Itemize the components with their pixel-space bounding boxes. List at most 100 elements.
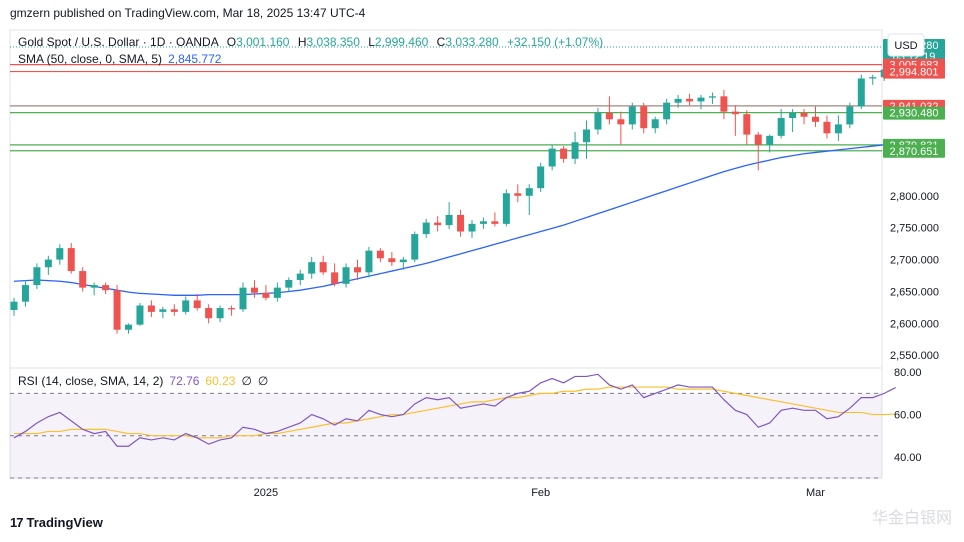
candle[interactable] (468, 220, 476, 238)
candle[interactable] (697, 95, 705, 110)
symbol-title[interactable]: Gold Spot / U.S. Dollar · 1D · OANDA (18, 35, 219, 49)
currency-button[interactable]: USD (887, 33, 925, 57)
candle[interactable] (823, 115, 831, 139)
candle[interactable] (296, 269, 304, 286)
candle-body (571, 142, 579, 159)
candle[interactable] (308, 257, 316, 279)
candle[interactable] (628, 102, 636, 130)
candle[interactable] (502, 189, 510, 227)
candle[interactable] (869, 74, 877, 85)
candle[interactable] (708, 92, 716, 104)
candle[interactable] (411, 231, 419, 263)
candle[interactable] (285, 277, 293, 292)
candle[interactable] (571, 132, 579, 164)
candle[interactable] (21, 279, 29, 307)
close-label: C (437, 35, 446, 49)
rsi-legend[interactable]: RSI (14, close, SMA, 14, 2) 72.76 60.23 ∅ ∅ (18, 374, 268, 388)
price-tick-label: 2,600.000 (890, 318, 939, 330)
candle[interactable] (273, 282, 281, 302)
candle[interactable] (640, 102, 648, 134)
candle[interactable] (113, 285, 121, 334)
candle[interactable] (766, 134, 774, 153)
candle[interactable] (743, 110, 751, 145)
rsi-ma-line[interactable] (14, 386, 896, 439)
candle[interactable] (216, 305, 224, 323)
candle[interactable] (605, 96, 613, 125)
candle[interactable] (79, 267, 87, 292)
candle[interactable] (800, 109, 808, 125)
candle[interactable] (376, 248, 384, 263)
candle[interactable] (102, 282, 110, 295)
candle[interactable] (491, 212, 499, 227)
candle[interactable] (434, 216, 442, 232)
candle[interactable] (239, 282, 247, 312)
candle[interactable] (354, 259, 361, 280)
candle-body (628, 106, 636, 125)
candle[interactable] (399, 257, 407, 270)
candle[interactable] (560, 146, 568, 163)
sma-legend[interactable]: SMA (50, close, 0, SMA, 5) 2,845.772 (18, 52, 222, 66)
candle[interactable] (67, 243, 75, 274)
candle[interactable] (422, 218, 430, 238)
candle[interactable] (789, 109, 797, 133)
candle[interactable] (125, 323, 132, 334)
candle[interactable] (674, 95, 682, 108)
rsi-line[interactable] (13, 373, 896, 447)
candle[interactable] (262, 285, 270, 301)
candle[interactable] (365, 246, 373, 278)
candle[interactable] (777, 109, 785, 139)
candle[interactable] (754, 132, 762, 171)
candle[interactable] (686, 93, 694, 106)
high-label: H (298, 35, 307, 49)
candle[interactable] (548, 144, 556, 171)
candle[interactable] (651, 116, 659, 134)
candle[interactable] (33, 263, 41, 289)
candle[interactable] (388, 251, 396, 266)
price-label-text: 2,930.480 (890, 108, 939, 120)
candle[interactable] (147, 300, 155, 317)
candle[interactable] (250, 279, 258, 298)
price-tick-label: 2,650.000 (890, 286, 939, 298)
candle-body (125, 324, 132, 330)
candle-body (708, 96, 716, 98)
candle[interactable] (812, 106, 819, 127)
candle[interactable] (846, 102, 854, 129)
tradingview-logo[interactable]: 17 TradingView (10, 515, 103, 530)
candle[interactable] (44, 255, 52, 275)
candle[interactable] (583, 120, 590, 159)
candle[interactable] (342, 263, 350, 288)
candle[interactable] (479, 217, 487, 229)
candle[interactable] (834, 115, 842, 141)
candle[interactable] (319, 255, 327, 275)
time-tick-label: Feb (531, 487, 550, 499)
candle[interactable] (10, 297, 18, 316)
candle[interactable] (193, 294, 201, 311)
candle-body (537, 166, 545, 189)
low-value: 2,999.460 (375, 35, 429, 49)
candle[interactable] (537, 162, 545, 192)
candle[interactable] (159, 306, 167, 319)
candle[interactable] (720, 89, 728, 120)
candle[interactable] (525, 184, 533, 215)
candle[interactable] (90, 282, 98, 296)
candle[interactable] (617, 111, 625, 145)
sma-line[interactable] (13, 142, 896, 296)
candle[interactable] (514, 184, 522, 203)
candle[interactable] (857, 74, 865, 110)
candle-body (605, 112, 613, 120)
candle[interactable] (205, 304, 213, 324)
candle[interactable] (445, 202, 453, 229)
candle[interactable] (731, 105, 739, 136)
candle[interactable] (136, 302, 144, 326)
candle[interactable] (457, 209, 465, 237)
candle-body (434, 222, 442, 226)
candle[interactable] (228, 305, 236, 316)
candle[interactable] (56, 244, 64, 265)
candle[interactable] (182, 296, 190, 315)
candle[interactable] (594, 107, 602, 135)
candle-body (182, 300, 190, 312)
candle[interactable] (170, 304, 178, 316)
candle[interactable] (331, 263, 339, 287)
candle[interactable] (663, 98, 671, 125)
